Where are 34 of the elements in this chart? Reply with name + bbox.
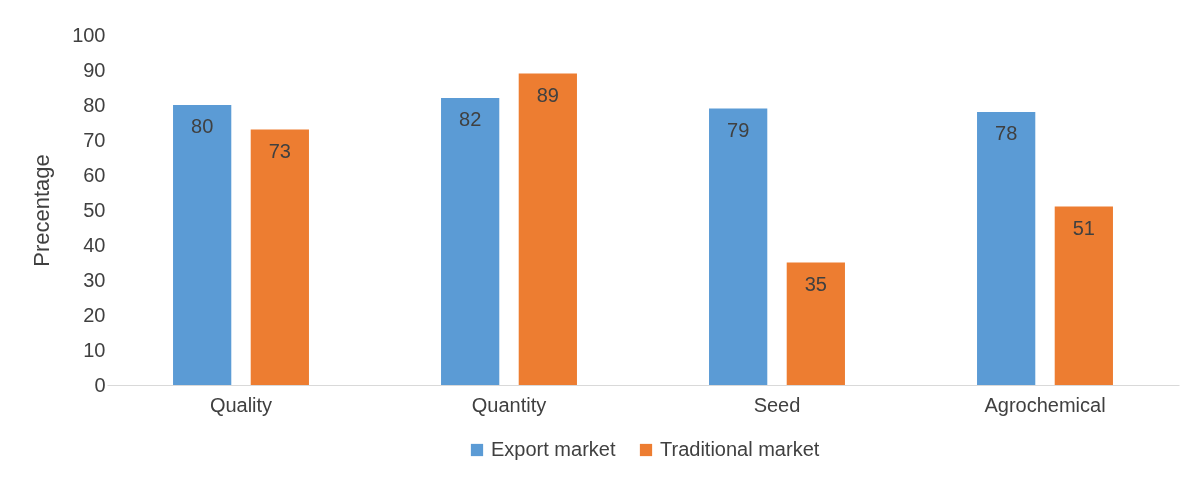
- data-label: 80: [191, 115, 214, 137]
- y-tick-label: 80: [83, 93, 106, 116]
- data-label: 78: [995, 122, 1018, 144]
- x-tick-label: Quality: [209, 393, 273, 416]
- legend-label: Traditional market: [660, 438, 820, 460]
- y-tick-label: 40: [83, 233, 106, 256]
- x-tick-label: Seed: [753, 393, 801, 416]
- data-label: 51: [1072, 216, 1095, 239]
- bar: [977, 112, 1036, 385]
- bar: [709, 108, 768, 385]
- bar: [250, 129, 309, 385]
- y-tick-label: 90: [83, 58, 106, 81]
- y-tick-label: 0: [94, 373, 106, 396]
- y-tick-label: 10: [83, 338, 106, 361]
- x-tick-label: Quantity: [471, 393, 547, 416]
- y-tick-label: 60: [83, 163, 106, 186]
- data-label: 82: [459, 108, 482, 130]
- y-tick-label: 70: [83, 128, 106, 151]
- y-tick-label: 30: [83, 268, 106, 291]
- data-label: 89: [536, 83, 559, 106]
- bar: [518, 73, 577, 385]
- x-tick-label: Agrochemical: [984, 393, 1106, 416]
- bar: [1054, 206, 1113, 385]
- y-tick-label: 50: [83, 198, 106, 221]
- y-axis-title: Precentage: [29, 154, 55, 267]
- bar: [441, 98, 500, 385]
- data-label: 73: [268, 139, 291, 162]
- legend-label: Export market: [491, 438, 616, 460]
- data-label: 35: [804, 272, 827, 295]
- bar: [173, 105, 232, 385]
- bar: [786, 262, 845, 385]
- data-label: 79: [727, 118, 750, 141]
- y-tick-label: 100: [72, 23, 106, 46]
- y-tick-label: 20: [83, 303, 106, 326]
